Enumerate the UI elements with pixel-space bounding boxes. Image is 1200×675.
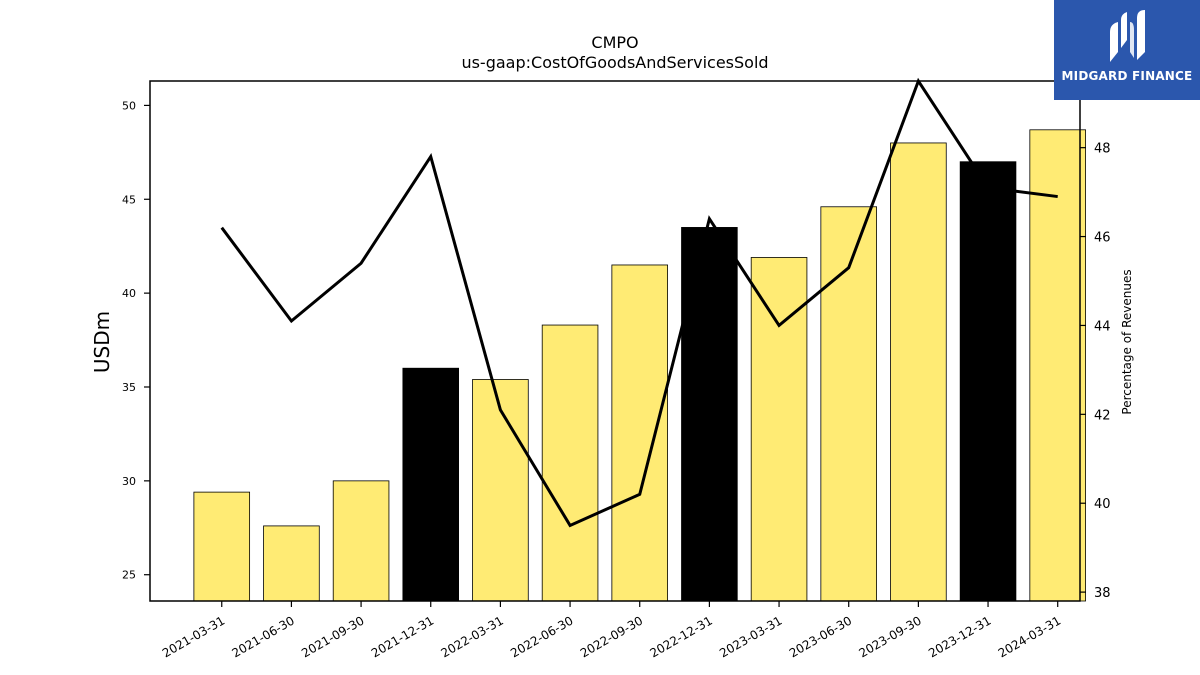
- y-tick-label: 35: [122, 381, 136, 394]
- plot-frame: [149, 80, 1081, 602]
- x-tick-label: 2022-09-30: [578, 613, 645, 660]
- x-tick-label: 2023-09-30: [856, 613, 923, 660]
- bar-2022-03-31: [472, 379, 529, 602]
- left-axis: 25 30 35 40 45 50: [122, 99, 150, 582]
- x-tick-label: 2023-06-30: [787, 613, 854, 660]
- x-tick-label: 2024-03-31: [996, 613, 1063, 660]
- y-tick-label: 40: [122, 287, 136, 300]
- bar-2022-12-31: [681, 227, 738, 602]
- bar-2024-03-31: [1029, 129, 1086, 602]
- x-axis: 2021-03-31 2021-06-30 2021-09-30 2021-12-31…: [160, 601, 1063, 660]
- bar-2022-09-30: [611, 264, 668, 602]
- x-tick-label: 2021-09-30: [299, 613, 366, 660]
- bar-2021-12-31: [402, 367, 460, 602]
- y2-axis-label: Percentage of Revenues: [1120, 269, 1134, 414]
- y2-tick-label: 38: [1094, 586, 1111, 601]
- x-tick-label: 2023-03-31: [717, 613, 784, 660]
- y2-tick-label: 46: [1094, 231, 1111, 246]
- chart-subtitle: us-gaap:CostOfGoodsAndServicesSold: [461, 53, 768, 72]
- y-tick-label: 30: [122, 475, 136, 488]
- x-tick-label: 2022-03-31: [438, 613, 505, 660]
- bar-2023-03-31: [750, 257, 808, 602]
- bar-2022-06-30: [541, 324, 599, 602]
- y-tick-label: 45: [122, 193, 136, 206]
- y-axis-label: USDm: [90, 311, 114, 373]
- x-tick-label: 2021-06-30: [230, 613, 297, 660]
- x-tick-label: 2021-12-31: [369, 613, 436, 660]
- y2-tick-label: 40: [1094, 497, 1111, 512]
- bar-2023-12-31: [959, 161, 1017, 602]
- right-axis: 38 40 42 44 46 48: [1080, 142, 1111, 601]
- x-tick-label: 2021-03-31: [160, 613, 227, 660]
- midgard-finance-logo: MIDGARD FINANCE: [1054, 0, 1200, 100]
- x-tick-label: 2022-12-31: [647, 613, 714, 660]
- x-tick-label: 2023-12-31: [926, 613, 993, 660]
- logo-mark-icon: [1110, 10, 1145, 62]
- bar-2023-09-30: [890, 142, 947, 602]
- y-tick-label: 25: [122, 569, 136, 582]
- y-tick-label: 50: [122, 99, 136, 112]
- bar-2023-06-30: [820, 206, 877, 602]
- y2-tick-label: 42: [1094, 408, 1111, 423]
- y2-tick-label: 44: [1094, 319, 1111, 334]
- y2-tick-label: 48: [1094, 142, 1111, 157]
- bar-2021-06-30: [263, 525, 320, 602]
- logo-text: MIDGARD FINANCE: [1061, 69, 1193, 83]
- bar-2021-09-30: [332, 480, 390, 602]
- x-tick-label: 2022-06-30: [508, 613, 575, 660]
- bar-2021-03-31: [193, 491, 251, 602]
- bars-layer: [193, 129, 1086, 602]
- chart-title: CMPO: [591, 33, 638, 52]
